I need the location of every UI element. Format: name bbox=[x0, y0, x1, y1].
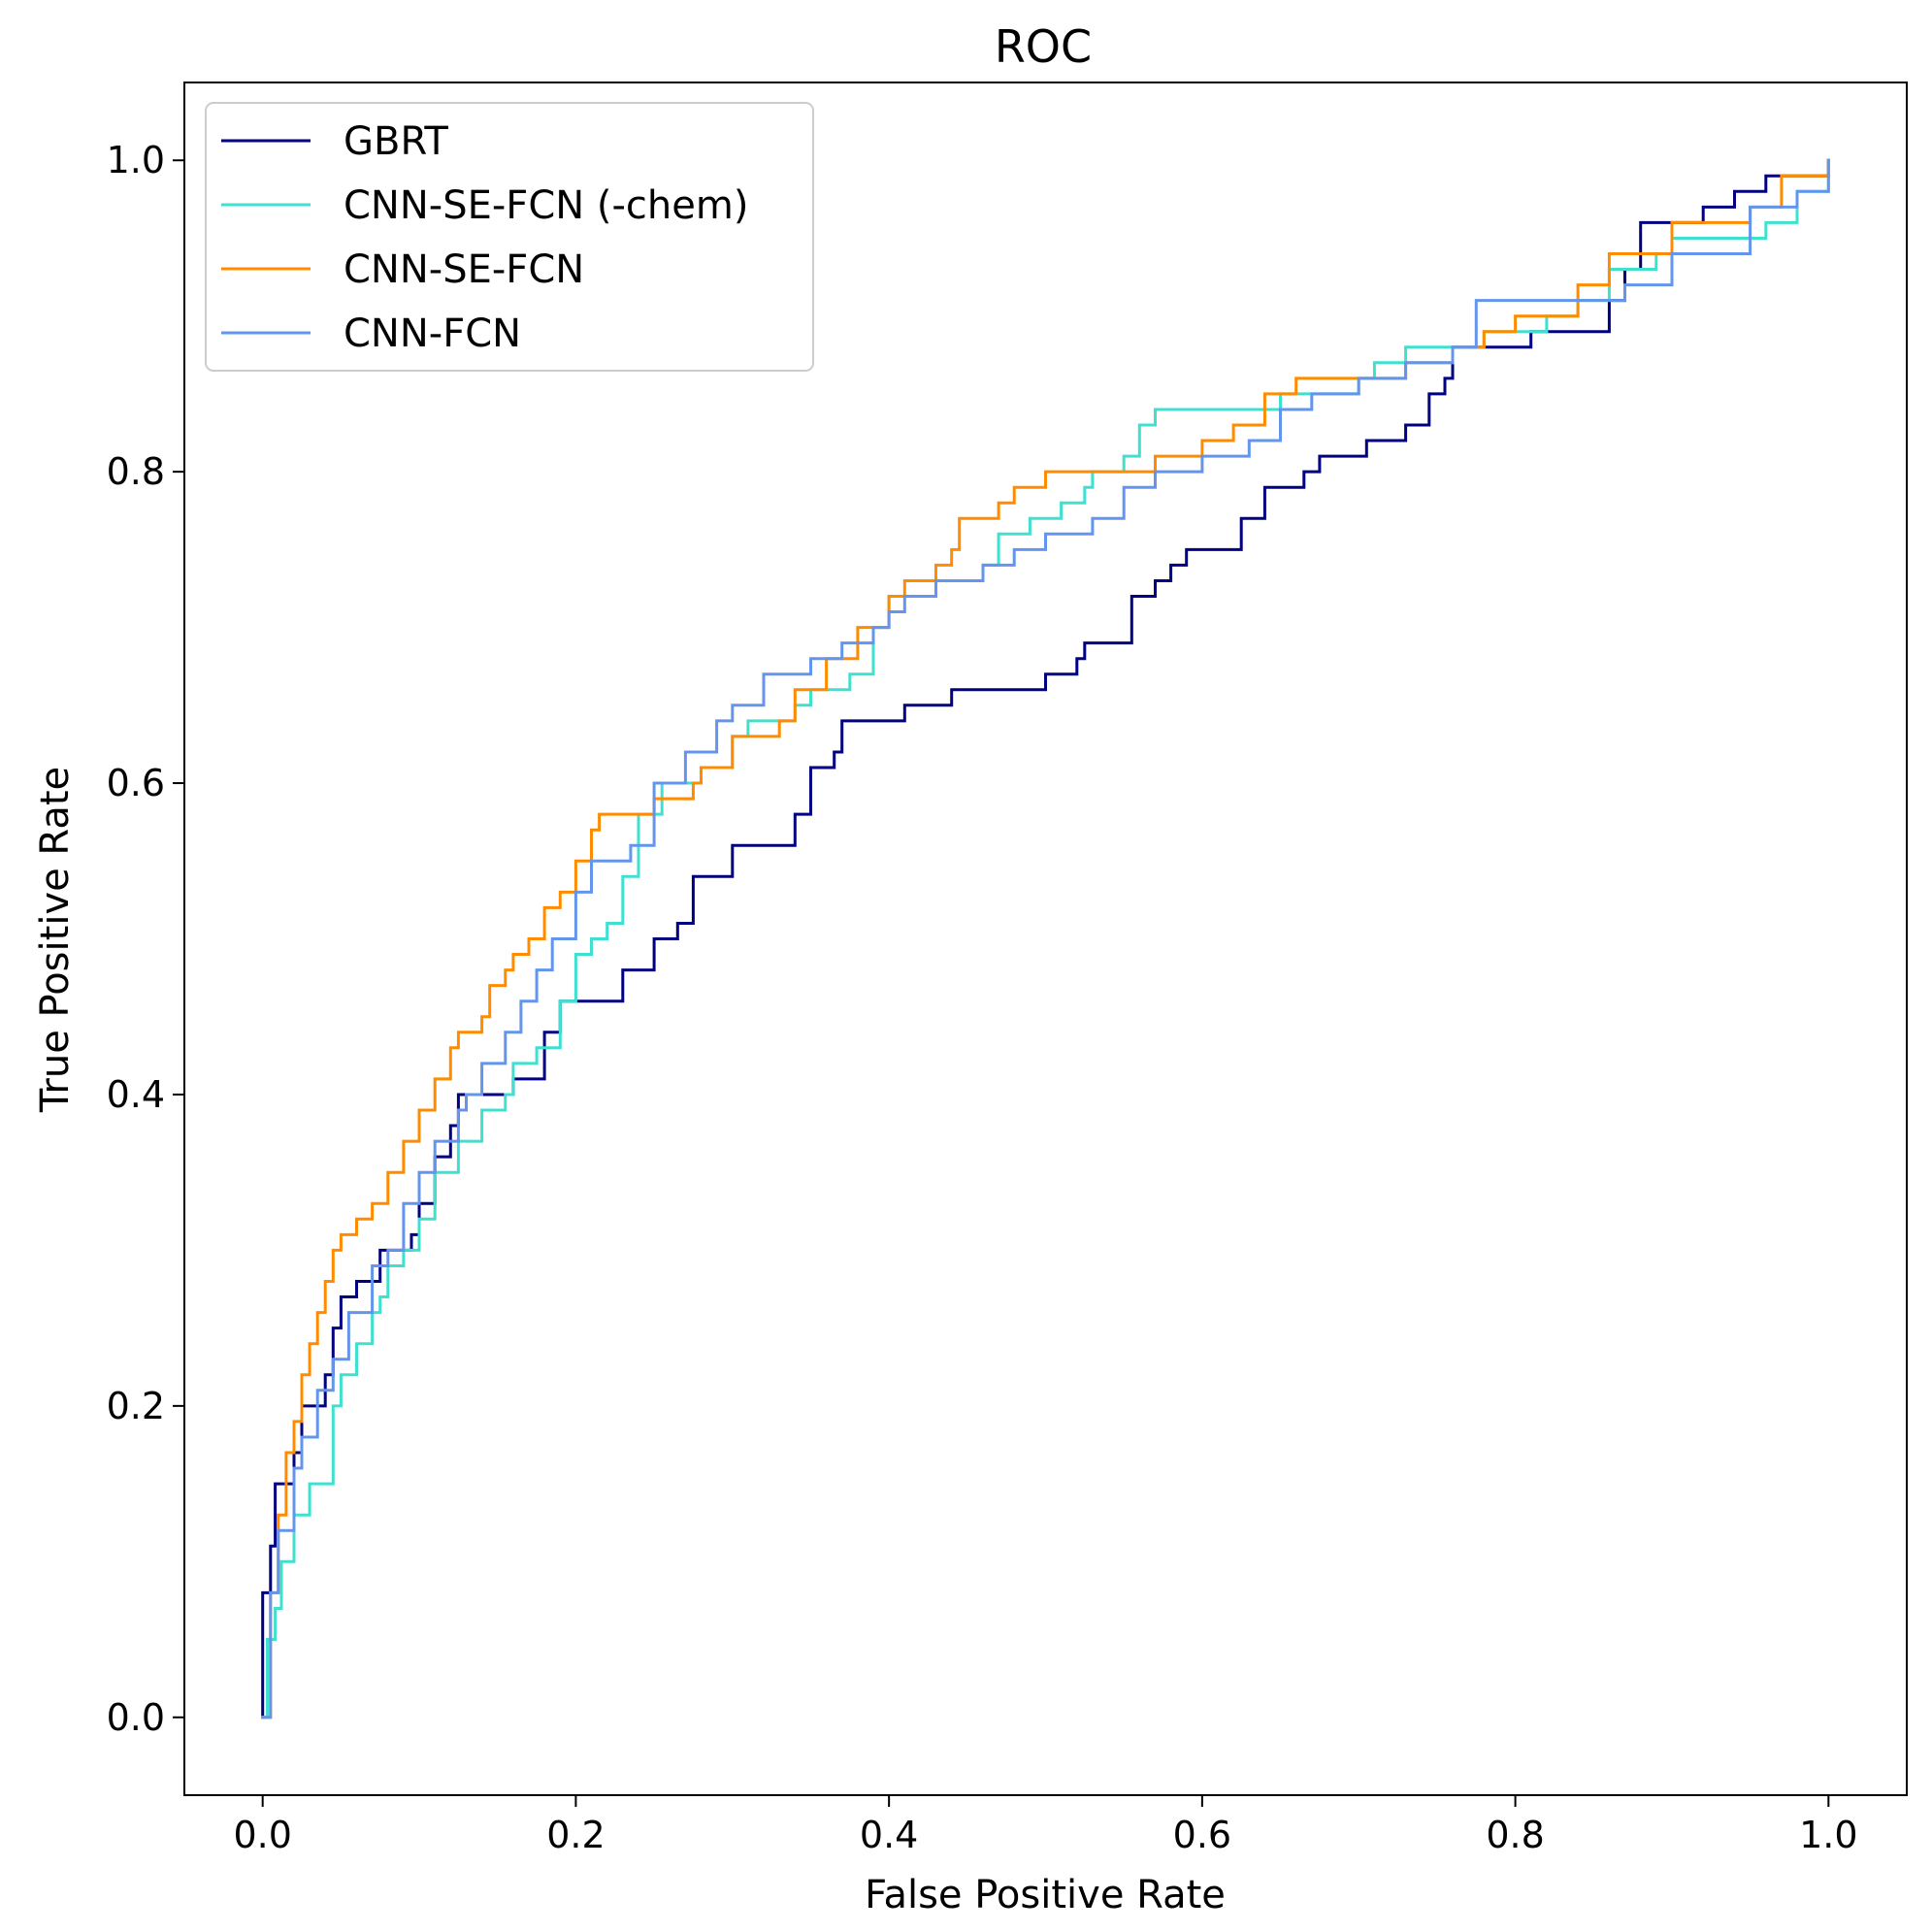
x-axis-label: False Positive Rate bbox=[865, 1873, 1226, 1917]
plot-frame bbox=[183, 82, 1908, 1796]
x-tick-label: 0.8 bbox=[1486, 1814, 1544, 1856]
series-line-0 bbox=[261, 158, 1830, 1719]
plot-area bbox=[183, 82, 1908, 1796]
legend-label-0: GBRT bbox=[344, 119, 448, 164]
legend-label-2: CNN-SE-FCN bbox=[344, 247, 584, 292]
x-tick-label: 0.0 bbox=[233, 1814, 291, 1856]
legend-items: GBRT CNN-SE-FCN (-chem) CNN-SE-FCN CNN-FCN bbox=[221, 119, 748, 356]
series-layer bbox=[261, 158, 1830, 1719]
x-tick-label: 0.6 bbox=[1173, 1814, 1231, 1856]
y-axis: 0.0 0.2 0.4 0.6 0.8 1.0 bbox=[107, 139, 184, 1739]
legend: GBRT CNN-SE-FCN (-chem) CNN-SE-FCN CNN-FCN bbox=[205, 102, 814, 372]
legend-label-3: CNN-FCN bbox=[344, 311, 521, 356]
legend-label-1: CNN-SE-FCN (-chem) bbox=[344, 183, 748, 228]
y-tick-label: 1.0 bbox=[107, 139, 165, 181]
y-tick-label: 0.2 bbox=[107, 1385, 165, 1427]
series-line-3 bbox=[261, 158, 1830, 1719]
x-tick-label: 0.4 bbox=[860, 1814, 918, 1856]
x-axis: 0.0 0.2 0.4 0.6 0.8 1.0 bbox=[233, 1795, 1858, 1856]
y-tick-label: 0.4 bbox=[107, 1073, 165, 1116]
y-tick-label: 0.6 bbox=[107, 762, 165, 804]
y-tick-label: 0.0 bbox=[107, 1696, 165, 1739]
legend-box bbox=[205, 102, 814, 372]
x-tick-label: 0.2 bbox=[546, 1814, 605, 1856]
y-axis-label: True Positive Rate bbox=[33, 767, 78, 1113]
y-tick-label: 0.8 bbox=[107, 450, 165, 493]
chart-title: ROC bbox=[995, 20, 1092, 73]
x-tick-label: 1.0 bbox=[1799, 1814, 1857, 1856]
